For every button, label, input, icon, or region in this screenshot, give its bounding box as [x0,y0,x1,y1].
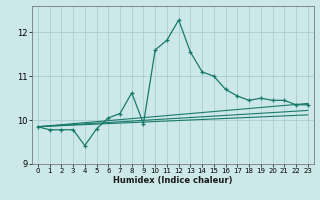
X-axis label: Humidex (Indice chaleur): Humidex (Indice chaleur) [113,176,233,185]
